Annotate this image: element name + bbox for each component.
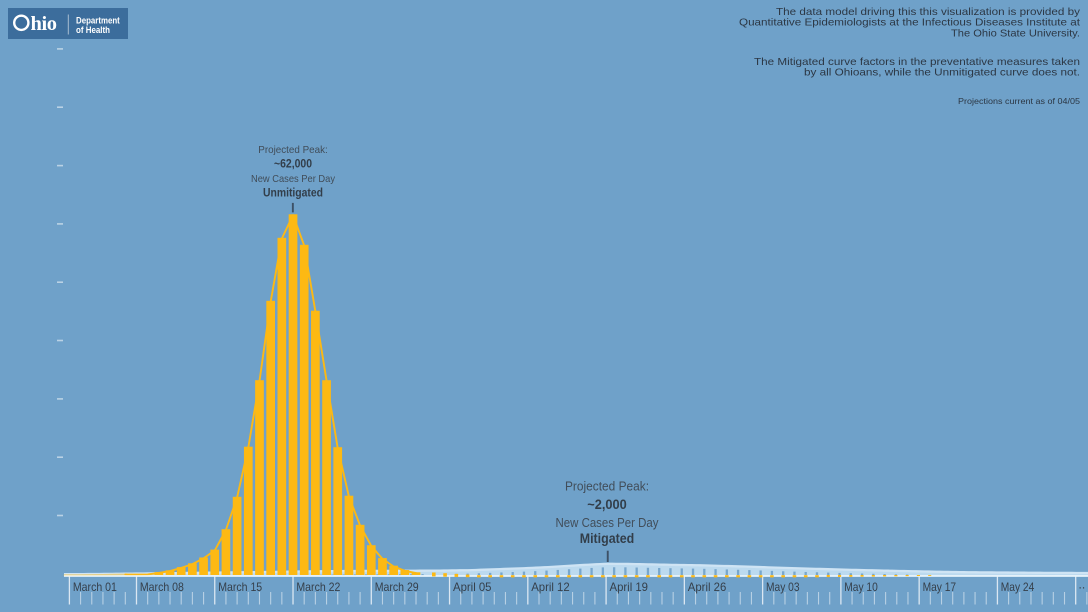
svg-text:March 22: March 22	[296, 580, 340, 594]
svg-text:April 05: April 05	[453, 580, 492, 594]
svg-text:New Cases Per Day: New Cases Per Day	[556, 516, 660, 530]
svg-text:Projected Peak:: Projected Peak:	[565, 480, 649, 494]
svg-text:Projected Peak:: Projected Peak:	[258, 144, 328, 156]
svg-text:of Health: of Health	[76, 25, 110, 36]
svg-text:~62,000: ~62,000	[274, 159, 312, 171]
svg-text:March 29: March 29	[375, 580, 419, 594]
svg-text:March 15: March 15	[218, 580, 262, 594]
svg-text:March 08: March 08	[140, 580, 184, 594]
svg-text:The Mitigated curve factors in: The Mitigated curve factors in the preve…	[754, 57, 1080, 68]
svg-text:by all Ohioans, while the Unmi: by all Ohioans, while the Unmitigated cu…	[804, 68, 1080, 79]
svg-text:Unmitigated: Unmitigated	[263, 188, 323, 200]
svg-text:New Cases Per Day: New Cases Per Day	[251, 173, 336, 185]
svg-text:April 12: April 12	[531, 580, 570, 594]
svg-text:Projections current as of 04/0: Projections current as of 04/05	[958, 96, 1080, 106]
svg-text:Quantitative Epidemiologists a: Quantitative Epidemiologists at the Infe…	[739, 18, 1080, 29]
svg-text:May 10: May 10	[844, 580, 878, 594]
svg-text:~2,000: ~2,000	[587, 497, 627, 512]
svg-text:hio: hio	[31, 13, 57, 35]
svg-text:The data model driving this th: The data model driving this this visuali…	[776, 7, 1081, 18]
svg-text:April 19: April 19	[610, 580, 649, 594]
svg-text:May 24: May 24	[1001, 580, 1035, 594]
svg-text:April 26: April 26	[688, 580, 727, 594]
svg-text:May 17: May 17	[923, 580, 957, 594]
svg-text:Mitigated: Mitigated	[580, 531, 635, 546]
svg-text:March 01: March 01	[73, 580, 117, 594]
svg-text:..: ..	[1079, 578, 1086, 592]
svg-text:Department: Department	[76, 16, 120, 27]
svg-text:May 03: May 03	[766, 580, 800, 594]
svg-text:The Ohio State University.: The Ohio State University.	[951, 28, 1080, 39]
